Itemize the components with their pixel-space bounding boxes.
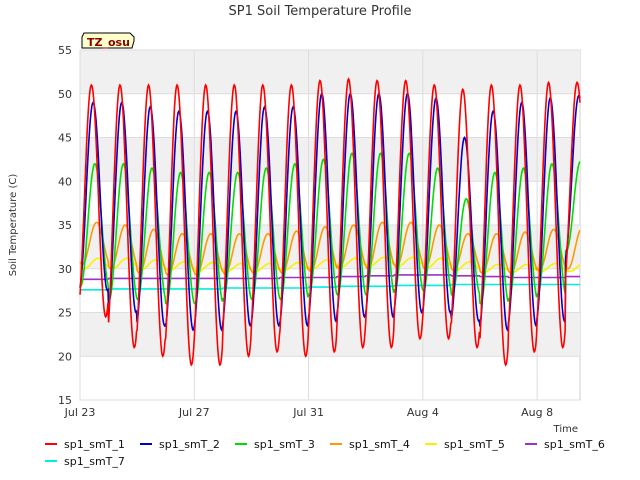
y-tick-label: 45 (58, 132, 72, 145)
data-series (79, 77, 581, 367)
legend-label: sp1_smT_6 (544, 438, 605, 451)
legend-label: sp1_smT_5 (444, 438, 505, 451)
series-line-sp1_smT_1 (79, 77, 581, 367)
legend-label: sp1_smT_7 (64, 455, 125, 468)
x-tick-label: Aug 4 (407, 406, 439, 419)
x-tick-label: Jul 23 (64, 406, 96, 419)
y-axis-ticks: 15 20 25 30 35 40 45 50 55 (58, 44, 72, 407)
y-axis-label: Soil Temperature (C) (8, 174, 19, 277)
grid-band (80, 50, 580, 94)
series-line-sp1_smT_2 (79, 92, 581, 332)
y-tick-label: 40 (58, 175, 72, 188)
y-tick-label: 35 (58, 219, 72, 232)
x-tick-label: Jul 31 (292, 406, 324, 419)
chart-title: SP1 Soil Temperature Profile (229, 4, 412, 19)
y-tick-label: 25 (58, 307, 72, 320)
y-tick-label: 15 (58, 394, 72, 407)
x-axis-ticks: Jul 23 Jul 27 Jul 31 Aug 4 Aug 8 (64, 406, 554, 419)
x-axis-label: Time (553, 424, 578, 435)
x-tick-label: Jul 27 (178, 406, 210, 419)
legend-label: sp1_smT_4 (349, 438, 410, 451)
legend-label: sp1_smT_3 (254, 438, 315, 451)
legend-label: sp1_smT_1 (64, 438, 125, 451)
site-badge: TZ_osu (81, 32, 135, 49)
x-tick-label: Aug 8 (521, 406, 553, 419)
y-tick-label: 20 (58, 350, 72, 363)
y-tick-label: 30 (58, 263, 72, 276)
y-tick-label: 50 (58, 88, 72, 101)
y-tick-label: 55 (58, 44, 72, 57)
legend: sp1_smT_1 sp1_smT_2 sp1_smT_3 sp1_smT_4 sp1_… (45, 438, 605, 468)
badge-label: TZ_osu (87, 36, 130, 49)
legend-label: sp1_smT_2 (159, 438, 220, 451)
badge-shape (81, 32, 135, 49)
